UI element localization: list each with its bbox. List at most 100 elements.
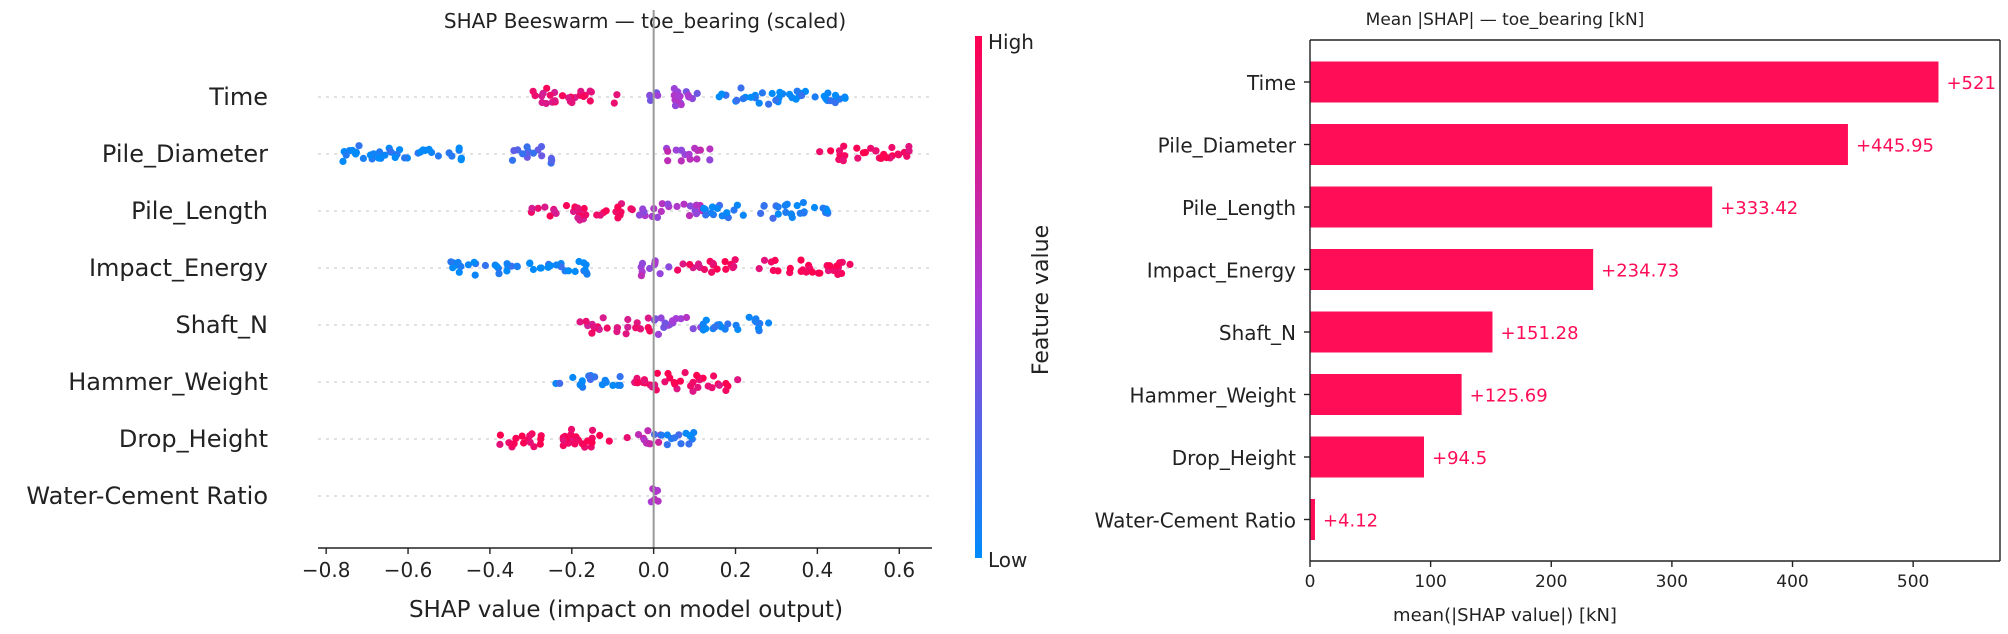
- shap-point: [894, 150, 902, 158]
- shap-point: [510, 147, 518, 155]
- shap-point: [590, 323, 598, 331]
- shap-point: [774, 267, 782, 275]
- shap-point: [745, 313, 753, 321]
- shap-point: [616, 373, 624, 381]
- shap-point: [646, 264, 654, 273]
- shap-point: [513, 263, 521, 271]
- shap-point: [677, 440, 685, 448]
- shap-point: [872, 147, 880, 155]
- shap-point: [537, 143, 546, 151]
- shap-point: [656, 270, 664, 278]
- x-tick-label: 0.4: [801, 558, 833, 582]
- shap-point: [826, 97, 834, 105]
- shap-point: [835, 147, 844, 155]
- shap-point: [666, 374, 674, 382]
- shap-point: [609, 381, 617, 389]
- shap-point: [556, 379, 564, 387]
- shap-point: [760, 202, 768, 210]
- shap-point: [583, 270, 591, 278]
- shap-point: [661, 378, 669, 386]
- shap-point: [519, 150, 527, 158]
- bar-value-label: +94.5: [1432, 448, 1487, 469]
- shap-point: [646, 327, 654, 335]
- shap-point: [689, 325, 697, 333]
- shap-point: [769, 214, 777, 222]
- shap-point: [686, 202, 694, 210]
- shap-point: [771, 256, 779, 264]
- shap-point: [765, 319, 773, 327]
- bar: [1310, 374, 1462, 415]
- shap-point: [718, 212, 726, 220]
- shap-point: [670, 379, 678, 387]
- shap-point: [585, 372, 594, 380]
- shap-point: [359, 154, 367, 162]
- shap-point: [543, 84, 551, 92]
- shap-point: [760, 256, 769, 264]
- shap-point: [680, 200, 688, 208]
- shap-point: [685, 150, 693, 158]
- x-tick-label: 100: [1414, 572, 1446, 592]
- shap-point: [685, 212, 694, 220]
- shap-point: [605, 437, 613, 445]
- shap-point: [571, 267, 579, 276]
- shap-point: [613, 91, 621, 99]
- shap-point: [541, 203, 549, 211]
- shap-point: [713, 204, 722, 212]
- shap-point: [573, 436, 581, 444]
- shap-point: [342, 151, 350, 159]
- shap-point: [529, 265, 538, 274]
- shap-point: [664, 157, 672, 165]
- shap-point: [610, 99, 618, 107]
- feature-label: Drop_Height: [119, 425, 268, 453]
- shap-point: [614, 203, 622, 211]
- shap-point: [624, 323, 632, 331]
- x-tick-label: −0.2: [547, 558, 596, 582]
- shap-point: [739, 211, 747, 219]
- shap-point: [799, 199, 808, 207]
- shap-point: [834, 270, 842, 278]
- shap-point: [576, 318, 584, 326]
- shap-point: [797, 267, 805, 275]
- shap-point: [370, 150, 378, 158]
- shap-point: [757, 209, 765, 217]
- shap-point: [658, 200, 666, 208]
- shap-point: [546, 91, 554, 99]
- shap-point: [732, 321, 740, 329]
- shap-point: [670, 434, 679, 442]
- shap-point: [700, 265, 709, 274]
- shap-point: [755, 265, 763, 273]
- colorbar-low-label: Low: [988, 548, 1027, 572]
- shap-point: [582, 211, 590, 219]
- shap-point: [800, 209, 808, 217]
- shap-point: [724, 320, 732, 328]
- shap-point: [562, 202, 571, 210]
- shap-point: [602, 378, 610, 386]
- shap-point: [793, 202, 801, 210]
- x-tick-label: −0.4: [466, 558, 515, 582]
- bar: [1310, 186, 1713, 228]
- shap-point: [729, 264, 737, 272]
- shap-point: [481, 261, 489, 270]
- shap-point: [616, 381, 624, 389]
- shap-point: [782, 208, 790, 216]
- shap-point: [846, 260, 854, 268]
- shap-point: [528, 204, 536, 212]
- shap-point: [582, 317, 590, 325]
- x-tick-label: 400: [1776, 572, 1808, 592]
- shap-point: [687, 382, 695, 390]
- shap-point: [711, 323, 719, 331]
- shap-point: [672, 146, 680, 154]
- x-tick-label: 500: [1897, 572, 1929, 592]
- shap-point: [768, 89, 776, 98]
- shap-point: [574, 214, 582, 222]
- shap-point: [651, 259, 659, 267]
- shap-point: [401, 154, 409, 162]
- shap-point: [655, 438, 663, 446]
- shap-point: [638, 259, 647, 267]
- shap-point: [657, 431, 666, 439]
- shap-point: [523, 143, 531, 151]
- shap-point: [628, 206, 636, 214]
- shap-point: [644, 427, 652, 435]
- shap-point: [548, 156, 556, 164]
- shap-point: [691, 144, 699, 152]
